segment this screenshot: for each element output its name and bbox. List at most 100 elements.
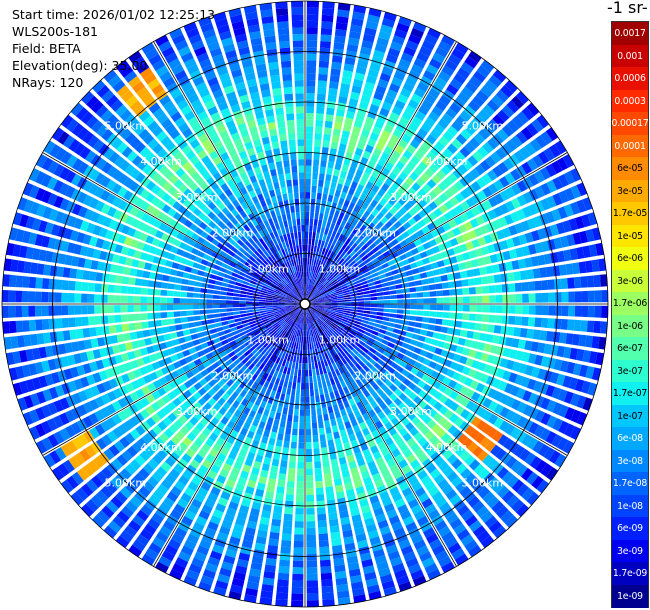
range-gate-cell: [333, 319, 341, 324]
range-gate-cell: [573, 319, 582, 332]
range-gate-cell: [173, 419, 184, 429]
range-gate-cell: [312, 288, 318, 294]
range-gate-cell: [355, 169, 364, 178]
range-gate-cell: [426, 134, 437, 145]
range-gate-cell: [459, 243, 468, 253]
range-gate-cell: [409, 310, 417, 315]
range-gate-cell: [336, 396, 343, 404]
range-gate-cell: [281, 359, 287, 367]
range-gate-cell: [367, 369, 375, 377]
range-gate-cell: [321, 346, 327, 354]
range-gate-cell: [263, 350, 270, 358]
range-gate-cell: [245, 298, 253, 301]
range-gate-cell: [38, 249, 47, 262]
range-gate-cell: [328, 154, 336, 163]
range-gate-cell: [540, 397, 551, 410]
range-gate-cell: [275, 357, 281, 364]
range-gate-cell: [456, 304, 464, 312]
range-gate-cell: [269, 329, 276, 335]
range-gate-cell: [265, 388, 272, 396]
range-gate-cell: [582, 350, 591, 363]
range-gate-cell: [263, 380, 270, 388]
range-gate-cell: [272, 512, 282, 520]
range-gate-cell: [282, 330, 287, 337]
range-gate-cell: [438, 405, 449, 416]
range-gate-cell: [126, 446, 138, 458]
range-gate-cell: [279, 559, 290, 567]
range-gate-cell: [307, 271, 310, 278]
range-gate-cell: [429, 128, 441, 140]
range-gate-cell: [280, 546, 291, 554]
range-gate-cell: [572, 333, 580, 346]
range-gate-cell: [344, 378, 351, 386]
range-gate-cell: [205, 335, 213, 342]
range-gate-cell: [378, 463, 388, 472]
range-gate-cell: [327, 194, 334, 202]
range-gate-cell: [322, 1, 335, 9]
range-gate-cell: [498, 380, 508, 392]
range-gate-cell: [359, 349, 367, 357]
range-gate-cell: [286, 487, 295, 495]
range-gate-cell: [225, 347, 233, 354]
range-gate-cell: [175, 557, 189, 568]
range-gate-cell: [241, 284, 249, 289]
range-gate-cell: [245, 301, 253, 304]
range-gate-cell: [309, 308, 316, 313]
range-gate-cell: [337, 2, 351, 12]
range-gate-cell: [394, 28, 408, 39]
range-gate-cell: [534, 242, 544, 254]
range-gate-cell: [193, 304, 200, 310]
range-gate-cell: [457, 528, 471, 541]
range-gate-cell: [424, 563, 438, 574]
range-gate-cell: [228, 340, 237, 347]
range-gate-cell: [465, 514, 478, 527]
range-gate-cell: [178, 414, 188, 425]
range-gate-cell: [387, 366, 396, 374]
range-gate-cell: [392, 191, 402, 201]
range-gate-cell: [292, 306, 299, 309]
range-gate-cell: [55, 318, 63, 329]
range-gate-cell: [569, 347, 578, 360]
range-gate-cell: [202, 325, 210, 331]
range-gate-cell: [95, 490, 109, 504]
range-gate-cell: [71, 392, 82, 405]
range-gate-cell: [153, 289, 161, 296]
range-gate-cell: [492, 378, 502, 389]
range-gate-cell: [200, 342, 209, 349]
range-gate-cell: [343, 476, 352, 485]
range-gate-cell: [395, 261, 404, 268]
range-gate-cell: [334, 317, 341, 322]
range-gate-cell: [344, 482, 354, 491]
range-gate-cell: [432, 52, 446, 64]
range-gate-cell: [359, 376, 367, 384]
range-gate-cell: [291, 304, 299, 306]
range-gate-cell: [181, 453, 192, 464]
range-gate-cell: [380, 207, 389, 216]
range-gate-cell: [235, 565, 248, 575]
range-gate-cell: [476, 407, 487, 418]
range-gate-cell: [180, 545, 194, 556]
range-gate-cell: [350, 507, 360, 517]
range-gate-cell: [516, 180, 528, 192]
range-gate-cell: [337, 374, 344, 382]
range-gate-cell: [321, 323, 327, 330]
range-gate-cell: [79, 351, 89, 363]
range-gate-cell: [151, 512, 164, 525]
range-gate-cell: [306, 113, 314, 120]
range-gate-cell: [389, 290, 397, 295]
range-gate-cell: [327, 229, 333, 237]
range-gate-cell: [323, 359, 329, 367]
range-gate-cell: [331, 332, 338, 339]
range-gate-cell: [355, 430, 364, 439]
range-gate-cell: [316, 319, 322, 326]
range-gate-cell: [398, 383, 407, 392]
range-gate-cell: [233, 333, 241, 340]
range-gate-cell: [306, 264, 309, 272]
range-gate-cell: [476, 505, 489, 518]
range-gate-cell: [318, 60, 329, 68]
range-gate-cell: [526, 378, 537, 390]
range-gate-cell: [251, 365, 259, 373]
range-gate-cell: [526, 471, 539, 485]
range-gate-cell: [356, 198, 364, 207]
range-gate-cell: [351, 514, 362, 523]
